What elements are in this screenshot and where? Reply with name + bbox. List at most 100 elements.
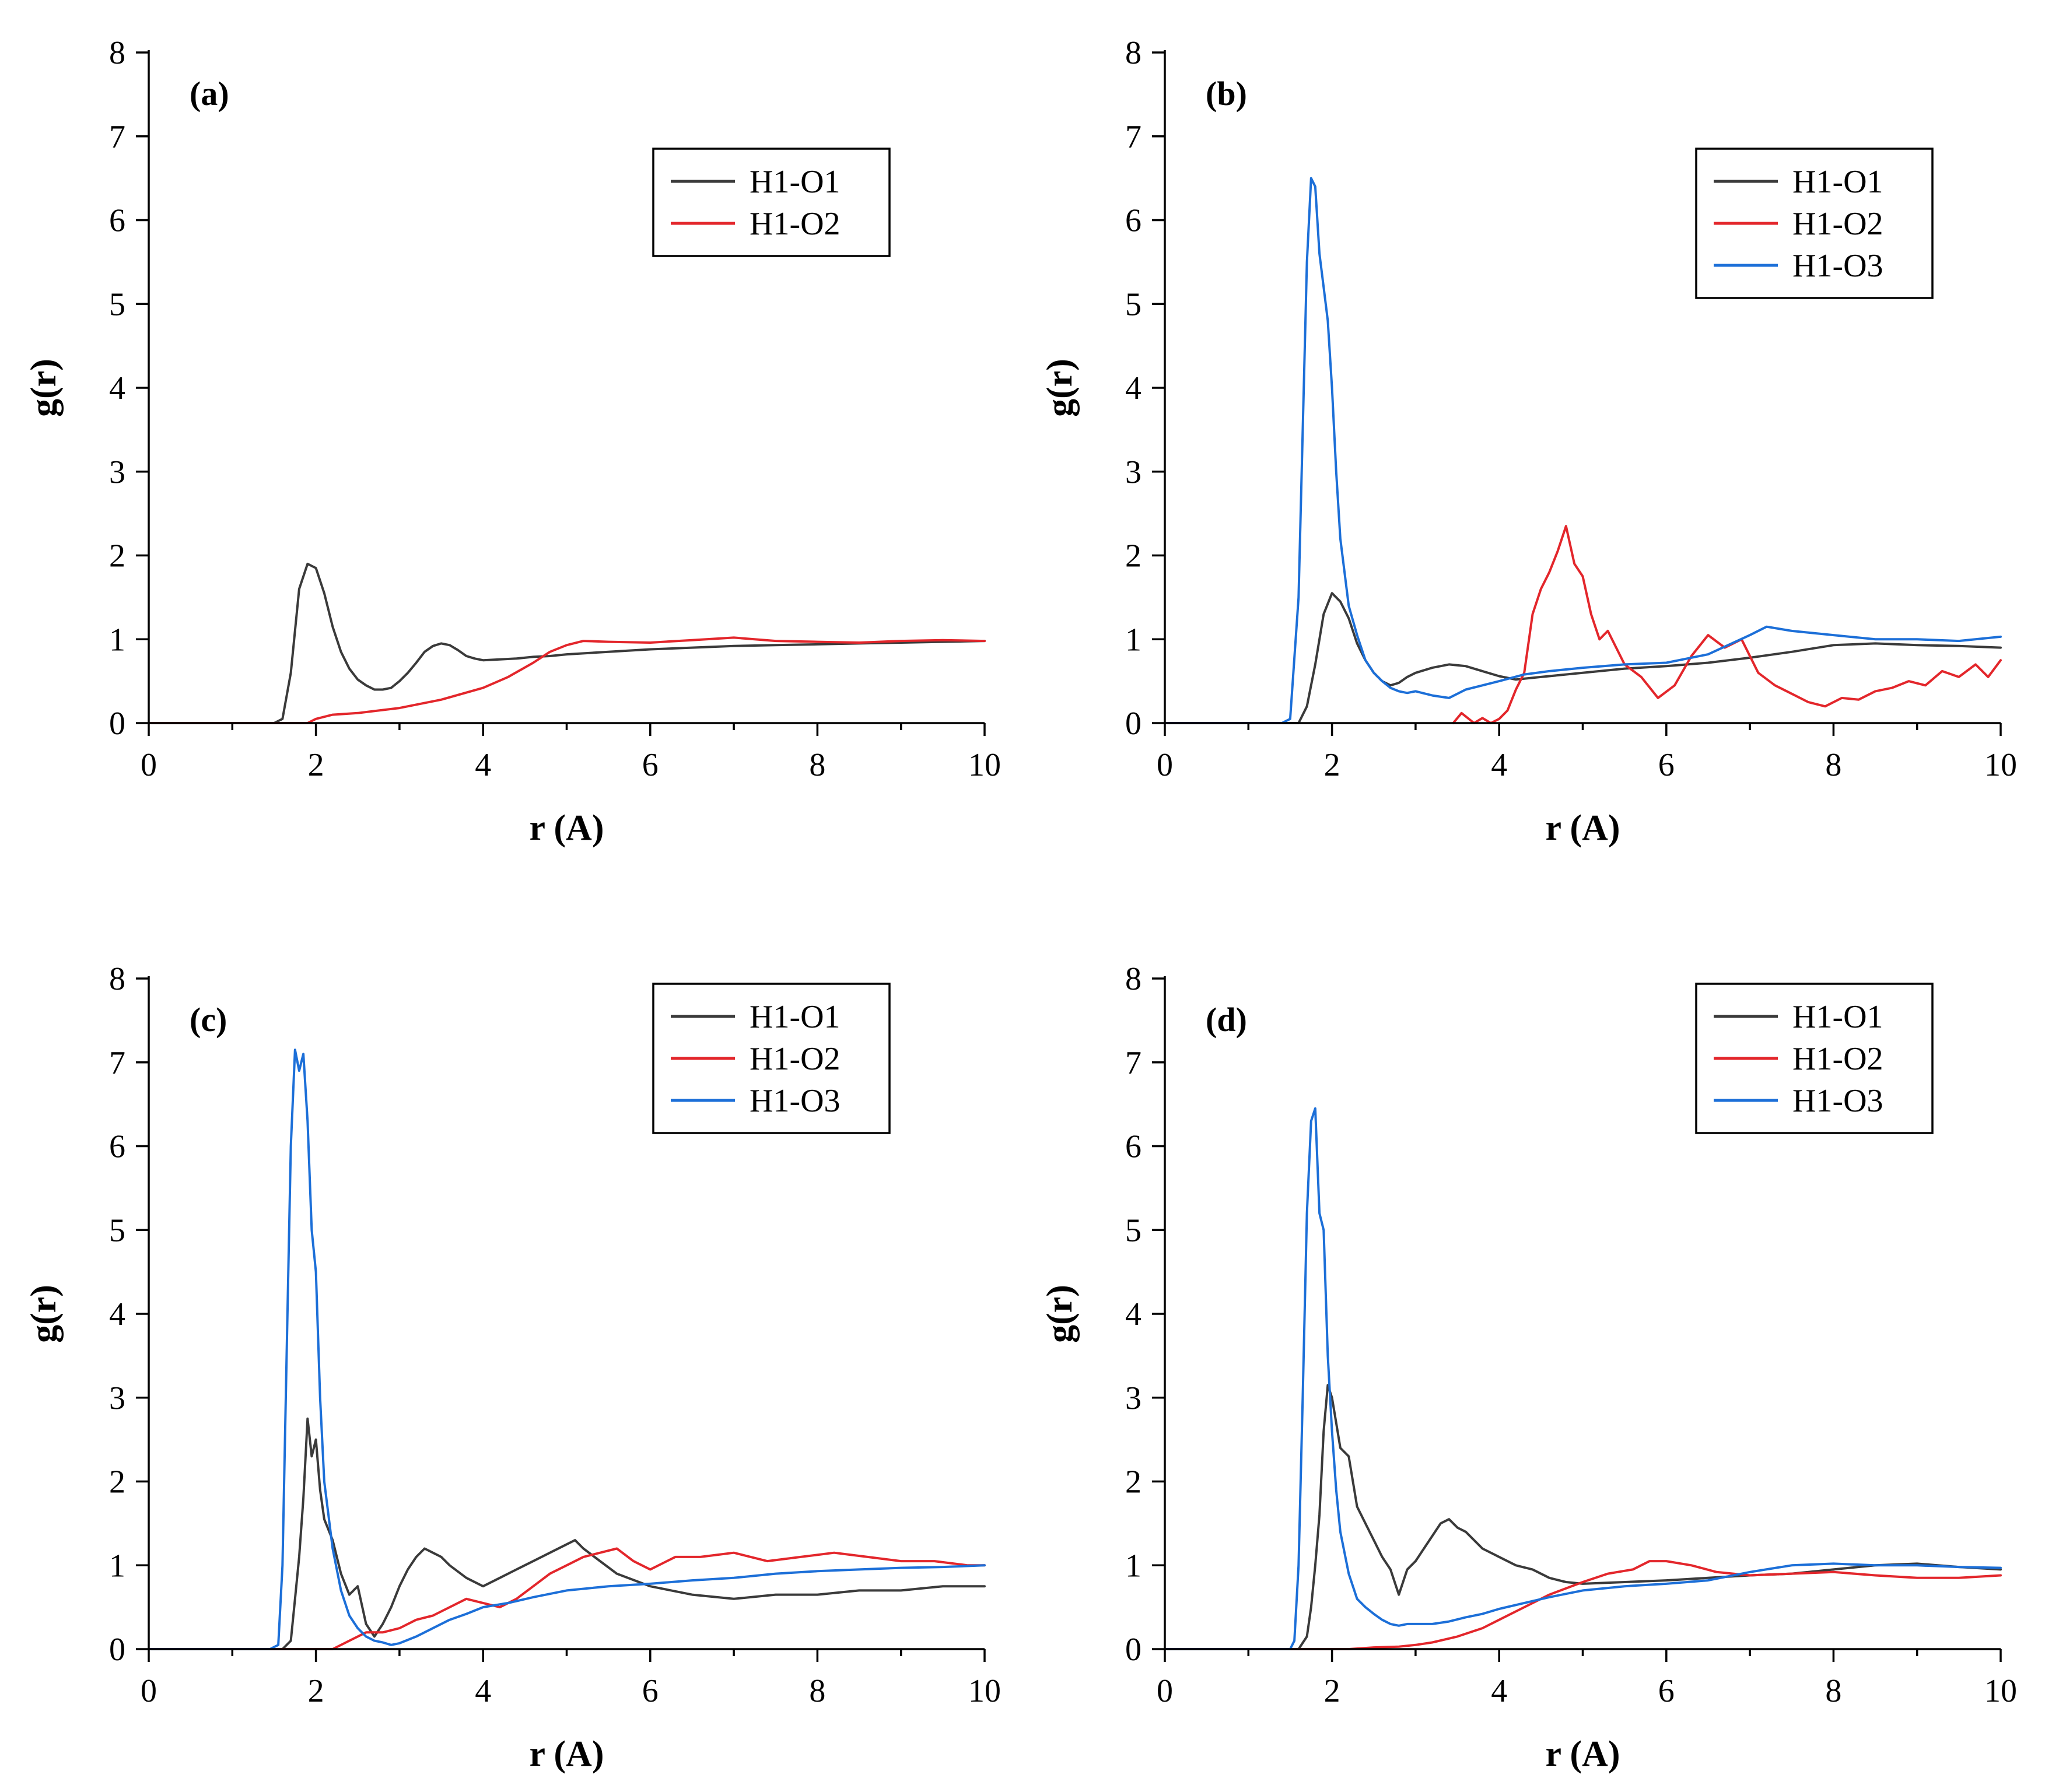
y-tick-label: 3 <box>109 454 125 490</box>
y-tick-label: 5 <box>1125 1212 1141 1249</box>
series-line-h1-o2 <box>148 1547 986 1650</box>
x-tick-label: 8 <box>1825 1673 1841 1709</box>
legend: H1-O1 H1-O2 H1-O3 <box>652 983 891 1134</box>
y-tick-label: 8 <box>1125 35 1141 71</box>
x-tick-label: 10 <box>1984 1673 2017 1709</box>
y-tick-label: 1 <box>1125 1548 1141 1584</box>
y-tick-label: 6 <box>1125 1129 1141 1165</box>
x-tick-label: 10 <box>1984 747 2017 783</box>
legend-label-h1-o1: H1-O1 <box>750 164 841 200</box>
legend: H1-O1 H1-O2 H1-O3 <box>1695 148 1934 299</box>
series-line-h1-o2 <box>1164 1560 2002 1650</box>
y-tick-label: 0 <box>109 1632 125 1668</box>
y-tick-label: 3 <box>1125 1380 1141 1416</box>
y-tick-label: 1 <box>109 1548 125 1584</box>
y-tick-label: 7 <box>1125 119 1141 155</box>
y-tick-label: 3 <box>1125 454 1141 490</box>
series-line-h1-o3 <box>148 1048 986 1650</box>
y-tick-label: 7 <box>109 119 125 155</box>
y-tick-label: 5 <box>109 286 125 322</box>
y-tick-label: 0 <box>1125 706 1141 742</box>
legend-label-h1-o2: H1-O2 <box>750 206 841 242</box>
series-line-h1-o1 <box>148 1417 986 1650</box>
series-line-h1-o3 <box>1164 177 2002 724</box>
x-axis-title: r (A) <box>530 1734 604 1774</box>
x-tick-label: 10 <box>968 747 1001 783</box>
y-tick-label: 7 <box>1125 1045 1141 1081</box>
legend: H1-O1 H1-O2 H1-O3 <box>1695 983 1934 1134</box>
panel-label: (a) <box>190 75 229 113</box>
y-tick-label: 1 <box>1125 622 1141 658</box>
legend-box <box>652 148 891 257</box>
x-tick-label: 4 <box>1491 747 1507 783</box>
legend-label-h1-o3: H1-O3 <box>750 1083 841 1119</box>
legend-label-h1-o1: H1-O1 <box>1792 164 1883 200</box>
legend-label-h1-o1: H1-O1 <box>1792 999 1883 1035</box>
y-tick-label: 6 <box>1125 203 1141 239</box>
x-tick-label: 6 <box>1658 1673 1675 1709</box>
x-tick-label: 0 <box>1157 747 1173 783</box>
legend-label-h1-o1: H1-O1 <box>750 999 841 1035</box>
series-line-h1-o2 <box>148 636 986 724</box>
legend-label-h1-o3: H1-O3 <box>1792 1083 1883 1119</box>
x-tick-label: 8 <box>809 1673 825 1709</box>
y-tick-label: 4 <box>109 370 125 406</box>
x-tick-label: 0 <box>141 1673 157 1709</box>
chart-panel-0: 0 2 4 6 8 10 0 1 2 3 4 5 6 7 8 r (A) g(r) (a) H1-O1 H1-O2 <box>24 35 1001 848</box>
y-tick-label: 0 <box>109 706 125 742</box>
y-tick-label: 1 <box>109 622 125 658</box>
legend-label-h1-o3: H1-O3 <box>1792 248 1883 284</box>
x-tick-label: 0 <box>141 747 157 783</box>
y-tick-label: 2 <box>109 1464 125 1500</box>
legend: H1-O1 H1-O2 <box>652 148 891 257</box>
y-tick-label: 4 <box>1125 1296 1141 1332</box>
x-tick-label: 0 <box>1157 1673 1173 1709</box>
x-tick-label: 2 <box>308 1673 324 1709</box>
y-tick-label: 4 <box>109 1296 125 1332</box>
panel-label: (c) <box>190 1001 227 1039</box>
y-axis-title: g(r) <box>1040 1285 1080 1343</box>
series-line-h1-o3 <box>1164 1107 2002 1650</box>
y-axis-title: g(r) <box>1040 359 1080 417</box>
x-tick-label: 4 <box>1491 1673 1507 1709</box>
y-tick-label: 8 <box>109 35 125 71</box>
y-tick-label: 8 <box>1125 961 1141 997</box>
y-tick-label: 5 <box>109 1212 125 1249</box>
y-tick-label: 0 <box>1125 1632 1141 1668</box>
y-axis-title: g(r) <box>24 359 64 417</box>
x-axis-title: r (A) <box>1546 808 1620 848</box>
y-tick-label: 7 <box>109 1045 125 1081</box>
legend-label-h1-o2: H1-O2 <box>1792 206 1883 242</box>
y-tick-label: 6 <box>109 1129 125 1165</box>
series-line-h1-o1 <box>1164 1384 2002 1650</box>
y-tick-label: 6 <box>109 203 125 239</box>
y-tick-label: 2 <box>1125 538 1141 574</box>
y-tick-label: 2 <box>109 538 125 574</box>
x-tick-label: 2 <box>1324 1673 1340 1709</box>
x-tick-label: 8 <box>809 747 825 783</box>
y-tick-label: 8 <box>109 961 125 997</box>
x-tick-label: 4 <box>475 1673 491 1709</box>
y-tick-label: 3 <box>109 1380 125 1416</box>
series-line-h1-o2 <box>1452 525 2002 724</box>
x-tick-label: 6 <box>642 747 659 783</box>
x-tick-label: 6 <box>642 1673 659 1709</box>
y-tick-label: 4 <box>1125 370 1141 406</box>
y-tick-label: 5 <box>1125 286 1141 322</box>
legend-label-h1-o2: H1-O2 <box>750 1041 841 1077</box>
x-tick-label: 8 <box>1825 747 1841 783</box>
legend-label-h1-o2: H1-O2 <box>1792 1041 1883 1077</box>
series-line-h1-o1 <box>1164 592 2002 724</box>
y-tick-label: 2 <box>1125 1464 1141 1500</box>
series-line-h1-o1 <box>148 562 986 724</box>
x-axis-title: r (A) <box>1546 1734 1620 1774</box>
x-tick-label: 10 <box>968 1673 1001 1709</box>
panel-label: (b) <box>1206 75 1247 113</box>
x-axis-title: r (A) <box>530 808 604 848</box>
x-tick-label: 6 <box>1658 747 1675 783</box>
y-axis-title: g(r) <box>24 1285 64 1343</box>
x-tick-label: 2 <box>1324 747 1340 783</box>
